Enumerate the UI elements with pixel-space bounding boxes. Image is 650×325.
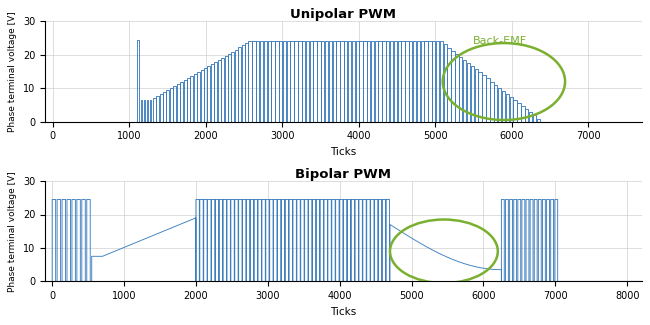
Title: Unipolar PWM: Unipolar PWM bbox=[291, 8, 396, 21]
X-axis label: Ticks: Ticks bbox=[330, 147, 356, 157]
Y-axis label: Phase terminal voltage [V]: Phase terminal voltage [V] bbox=[8, 11, 18, 132]
X-axis label: Ticks: Ticks bbox=[330, 307, 356, 317]
Title: Bipolar PWM: Bipolar PWM bbox=[295, 168, 391, 181]
Y-axis label: Phase terminal voltage [V]: Phase terminal voltage [V] bbox=[8, 171, 18, 292]
Text: Back-EMF: Back-EMF bbox=[473, 36, 527, 46]
